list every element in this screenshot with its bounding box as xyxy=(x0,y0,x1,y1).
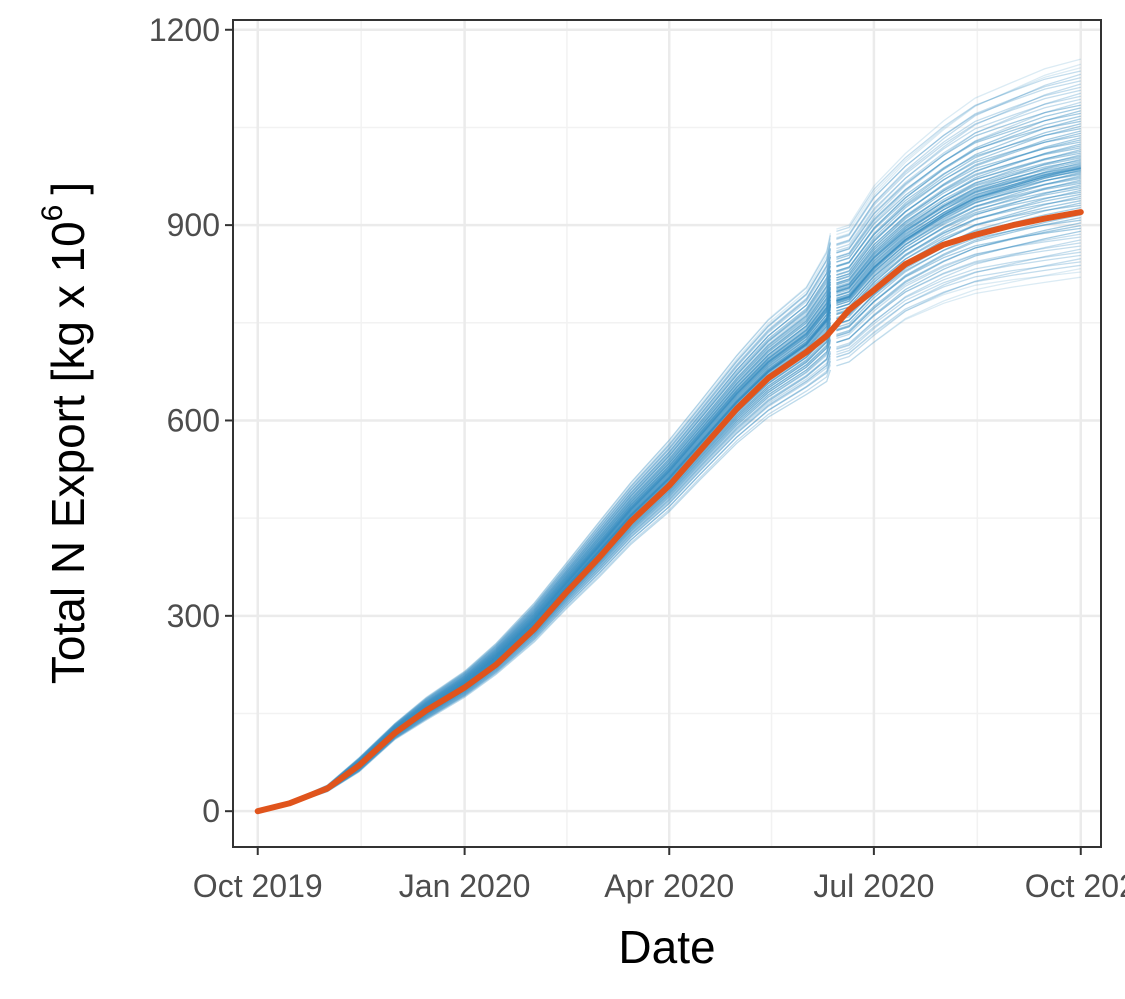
ensemble-line xyxy=(257,107,1081,812)
ensemble-line xyxy=(257,67,1081,812)
y-axis-title-superscript: 6 xyxy=(36,205,69,222)
ensemble-line xyxy=(257,92,1081,812)
ensemble-line xyxy=(257,264,1081,812)
ensemble-line xyxy=(257,76,1081,812)
svg-text:Total N Export [kg x 106]: Total N Export [kg x 106] xyxy=(36,182,94,684)
ensemble-line xyxy=(257,245,1081,812)
y-tick-label: 0 xyxy=(202,793,220,829)
x-tick-label: Jan 2020 xyxy=(399,868,531,904)
y-tick-label: 600 xyxy=(167,402,220,438)
ensemble-line xyxy=(257,86,1081,812)
y-axis-title-bracket: ] xyxy=(42,182,94,195)
ensemble-line xyxy=(257,112,1081,812)
ensemble-line xyxy=(257,239,1081,812)
plot-panel-border xyxy=(232,19,1102,848)
x-tick-label: Oct 202 xyxy=(1025,868,1125,904)
y-tick-label: 300 xyxy=(167,598,220,634)
median-line-group xyxy=(254,209,1084,815)
ensemble-line xyxy=(257,63,1081,812)
grid-minor xyxy=(233,20,1101,847)
ensemble-line xyxy=(257,98,1081,812)
grid-major xyxy=(233,20,1101,847)
ensemble-line xyxy=(257,70,1081,812)
ensemble-line xyxy=(257,110,1081,812)
ensemble-line xyxy=(257,104,1081,812)
ensemble-line xyxy=(257,58,1081,812)
ensemble-line xyxy=(257,83,1081,812)
x-tick-label: Apr 2020 xyxy=(604,868,734,904)
y-axis-title-main: Total N Export [kg x 10 xyxy=(42,221,94,684)
ensemble-line xyxy=(257,80,1081,812)
y-axis-title: Total N Export [kg x 106] xyxy=(36,182,94,684)
plot-panel-background xyxy=(233,20,1101,847)
x-axis: Oct 2019 Jan 2020 Apr 2020 Jul 2020 Oct 202 xyxy=(193,847,1125,904)
ensemble-line xyxy=(257,258,1081,812)
x-axis-title: Date xyxy=(618,921,715,973)
ensemble-line xyxy=(257,95,1081,812)
ensemble-line xyxy=(257,276,1081,812)
y-tick-label: 1200 xyxy=(149,12,220,48)
ensemble-line xyxy=(257,73,1081,812)
ensemble-line xyxy=(257,254,1081,812)
x-tick-label: Jul 2020 xyxy=(813,868,934,904)
ensemble-line xyxy=(257,89,1081,812)
ensemble-line xyxy=(257,267,1081,812)
x-tick-label: Oct 2019 xyxy=(193,868,323,904)
y-axis: 0 300 600 900 1200 xyxy=(149,12,233,829)
ensemble-line xyxy=(257,230,1081,812)
ensemble-line xyxy=(257,248,1081,812)
ensemble-line xyxy=(257,271,1081,812)
ensemble-line xyxy=(257,101,1081,812)
ensemble-line xyxy=(257,242,1081,812)
median-line xyxy=(254,209,1084,815)
y-tick-label: 900 xyxy=(167,207,220,243)
ensemble-line xyxy=(257,261,1081,812)
ensemble-line xyxy=(257,251,1081,812)
